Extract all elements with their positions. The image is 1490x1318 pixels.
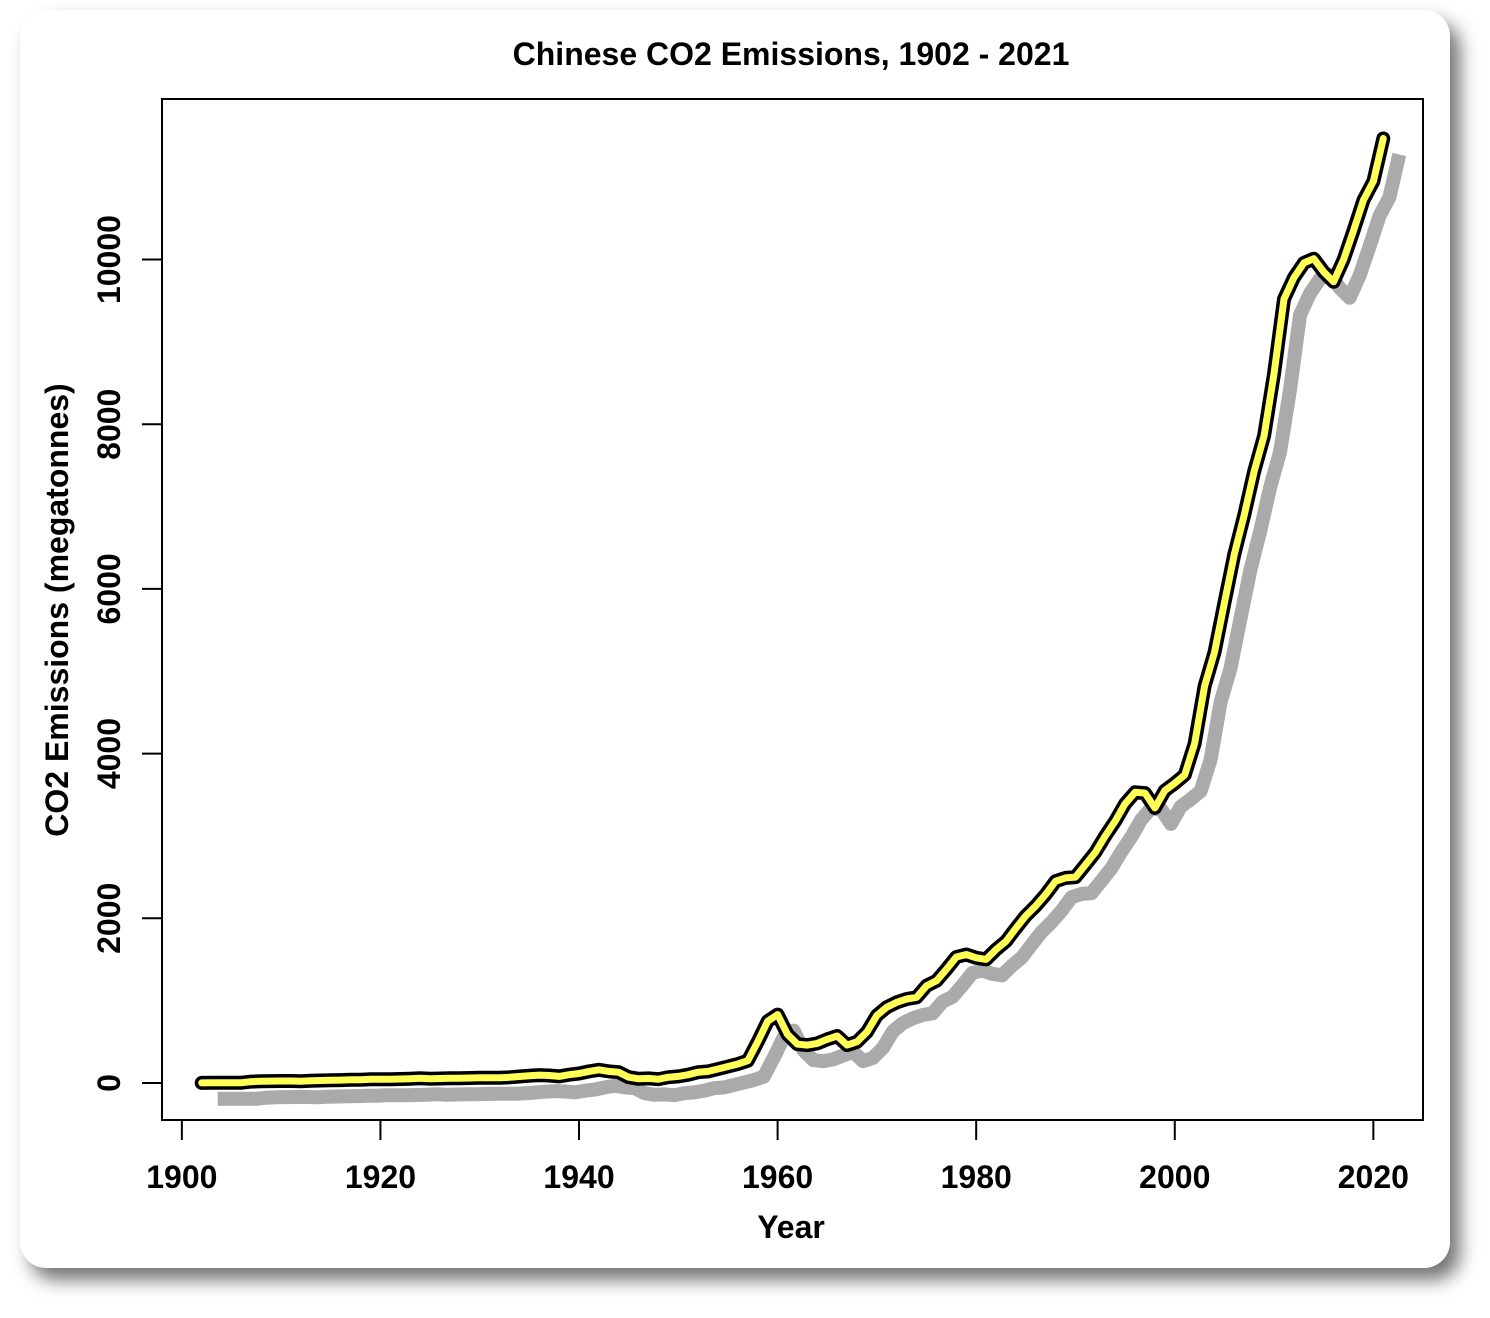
y-tick-label: 8000: [91, 389, 127, 460]
y-tick-label: 2000: [91, 883, 127, 954]
line-layer: [194, 131, 1391, 1090]
plot-frame: [161, 98, 1424, 1121]
x-tick-label: 1920: [345, 1159, 416, 1195]
series-shadow: [217, 152, 1407, 1106]
x-tick-label: 1900: [146, 1159, 217, 1195]
y-tick-label: 4000: [91, 718, 127, 789]
x-axis-label: Year: [757, 1209, 825, 1245]
x-tick-label: 1960: [742, 1159, 813, 1195]
line-shadow-layer: [217, 152, 1407, 1106]
series-outline: [194, 131, 1391, 1090]
x-tick-label: 2000: [1139, 1159, 1210, 1195]
y-tick-label: 6000: [91, 553, 127, 624]
x-tick-label: 1980: [941, 1159, 1012, 1195]
y-tick-label: 10000: [91, 215, 127, 304]
x-tick-label: 2020: [1338, 1159, 1409, 1195]
chart-title: Chinese CO2 Emissions, 1902 - 2021: [513, 36, 1070, 72]
series-line: [198, 135, 1387, 1087]
y-axis: 0 2000 4000 6000 8000 10000: [91, 215, 163, 1092]
x-tick-label: 1940: [543, 1159, 614, 1195]
y-tick-label: 0: [91, 1074, 127, 1092]
y-axis-label: CO2 Emissions (megatonnes): [39, 383, 75, 836]
x-axis: 1900 1920 1940 1960 1980 2000 2020: [146, 1119, 1409, 1195]
